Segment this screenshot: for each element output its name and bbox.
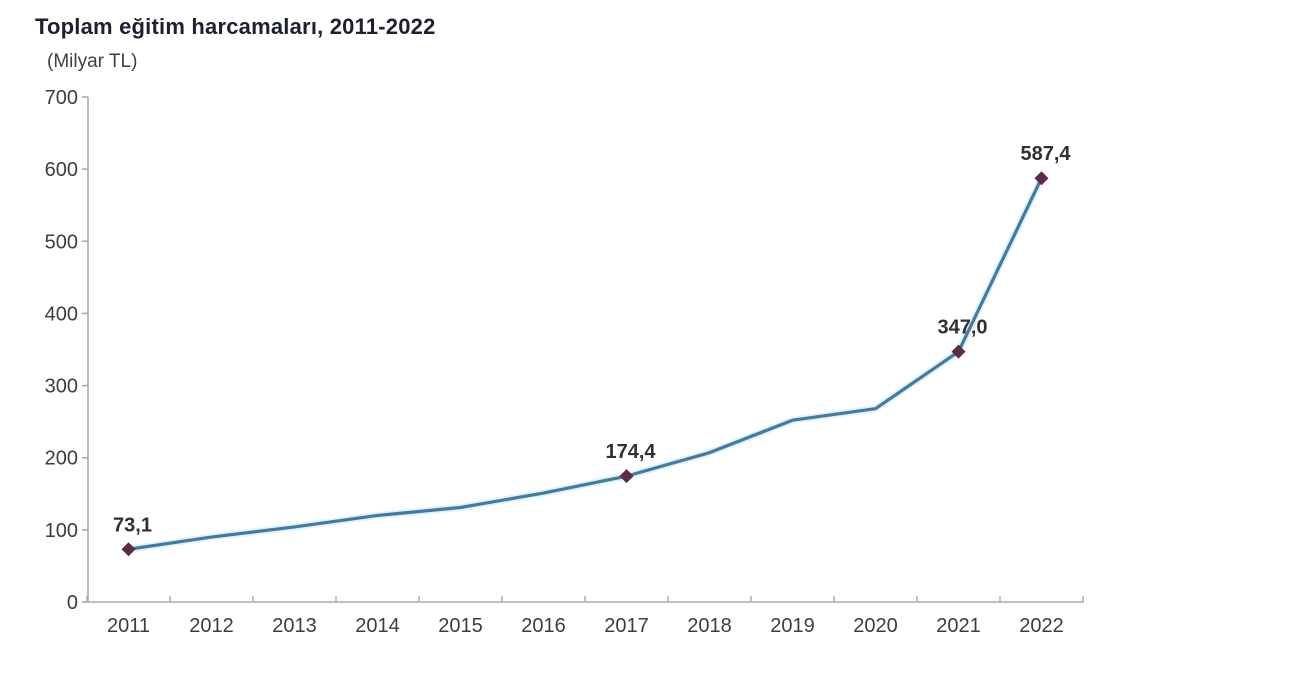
x-axis-tick-label: 2020 — [853, 615, 898, 637]
x-axis-tick-label: 2012 — [189, 615, 234, 637]
x-axis-tick-label: 2013 — [272, 615, 317, 637]
x-axis-tick-label: 2019 — [770, 615, 815, 637]
x-axis-tick-label: 2011 — [107, 615, 150, 637]
x-axis-tick-label: 2018 — [687, 615, 732, 637]
chart-subtitle: (Milyar TL) — [47, 51, 138, 72]
y-axis-tick-label: 300 — [45, 376, 78, 398]
y-axis-tick-label: 0 — [67, 592, 78, 614]
x-axis-tick-label: 2015 — [438, 615, 483, 637]
data-point-label: 347,0 — [937, 317, 987, 339]
data-point-marker — [1034, 171, 1049, 186]
x-axis-tick-label: 2021 — [936, 615, 981, 637]
x-axis-tick-label: 2022 — [1019, 615, 1064, 637]
series-line-halo — [127, 176, 1045, 553]
data-point-marker — [951, 344, 966, 359]
data-point-label: 587,4 — [1020, 143, 1071, 165]
y-axis-tick-label: 100 — [45, 520, 78, 542]
data-point-marker — [121, 542, 136, 557]
data-point-label: 174,4 — [605, 441, 656, 463]
y-axis-tick-label: 400 — [45, 303, 78, 325]
x-axis-tick-label: 2017 — [604, 615, 649, 637]
y-axis-tick-label: 200 — [45, 448, 78, 470]
series-line — [128, 177, 1043, 551]
data-point-label: 73,1 — [113, 514, 152, 536]
data-point-marker — [619, 469, 634, 484]
y-axis-tick-label: 600 — [45, 159, 78, 181]
y-axis-tick-label: 700 — [45, 87, 78, 109]
x-axis-tick-label: 2014 — [355, 615, 400, 637]
chart-title: Toplam eğitim harcamaları, 2011-2022 — [35, 14, 436, 39]
y-axis-tick-label: 500 — [45, 231, 78, 253]
x-axis-tick-label: 2016 — [521, 615, 566, 637]
